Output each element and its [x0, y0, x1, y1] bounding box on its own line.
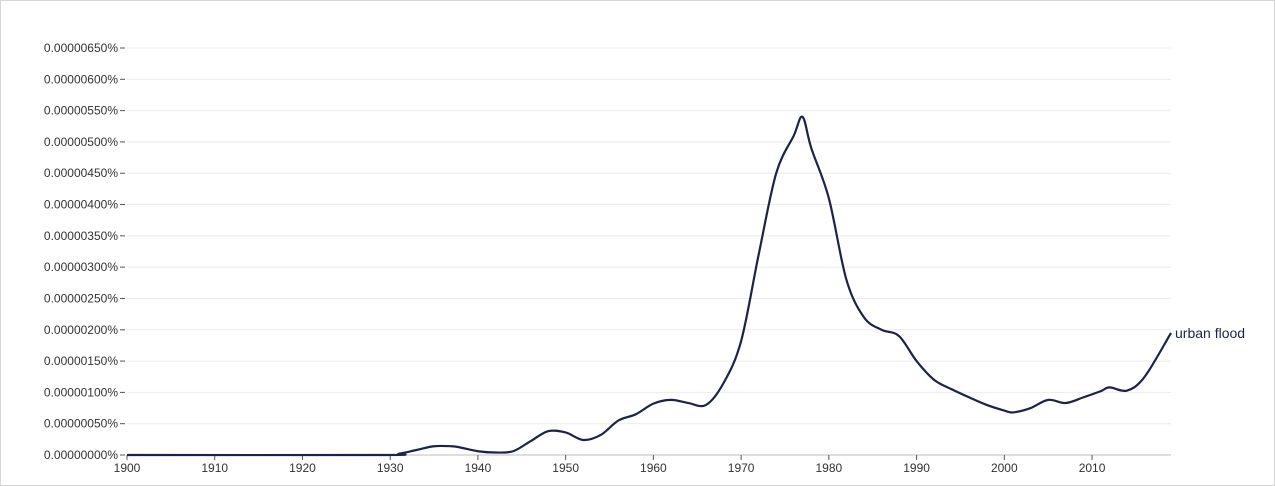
y-tick-label: 0.00000350%	[44, 229, 118, 243]
x-tick-label: 1960	[640, 461, 667, 475]
x-tick-label: 1980	[815, 461, 842, 475]
series-label: urban flood	[1175, 325, 1245, 341]
x-tick-label: 1940	[465, 461, 492, 475]
grid	[127, 47, 1171, 425]
y-axis: 0.00000000% 0.00000050% 0.00000100% 0.00000…	[44, 41, 125, 462]
y-tick-label: 0.00000650%	[44, 41, 118, 55]
x-tick-label: 1950	[552, 461, 579, 475]
y-tick-label: 0.00000550%	[44, 104, 118, 118]
y-tick-label: 0.00000500%	[44, 135, 118, 149]
x-tick-label: 1900	[114, 461, 141, 475]
y-tick-label: 0.00000200%	[44, 323, 118, 337]
y-tick-label: 0.00000250%	[44, 291, 118, 305]
y-tick-label: 0.00000150%	[44, 354, 118, 368]
y-tick-label: 0.00000050%	[44, 417, 118, 431]
y-tick-label: 0.00000100%	[44, 385, 118, 399]
x-axis: 1900 1910 1920 1930 1940 1950 1960 1970 1980 1990…	[114, 454, 1171, 475]
y-tick-label: 0.00000600%	[44, 72, 118, 86]
x-tick-label: 1910	[201, 461, 228, 475]
y-tick-label: 0.00000400%	[44, 198, 118, 212]
series: urban flood	[126, 115, 1245, 457]
x-tick-label: 1930	[377, 461, 404, 475]
x-tick-label: 1990	[903, 461, 930, 475]
y-tick-label: 0.00000000%	[44, 448, 118, 462]
x-tick-label: 1970	[728, 461, 755, 475]
y-tick-label: 0.00000450%	[44, 166, 118, 180]
x-tick-label: 2010	[1079, 461, 1106, 475]
y-tick-label: 0.00000300%	[44, 260, 118, 274]
series-line[interactable]	[126, 115, 1172, 457]
x-tick-label: 1920	[289, 461, 316, 475]
x-tick-label: 2000	[991, 461, 1018, 475]
